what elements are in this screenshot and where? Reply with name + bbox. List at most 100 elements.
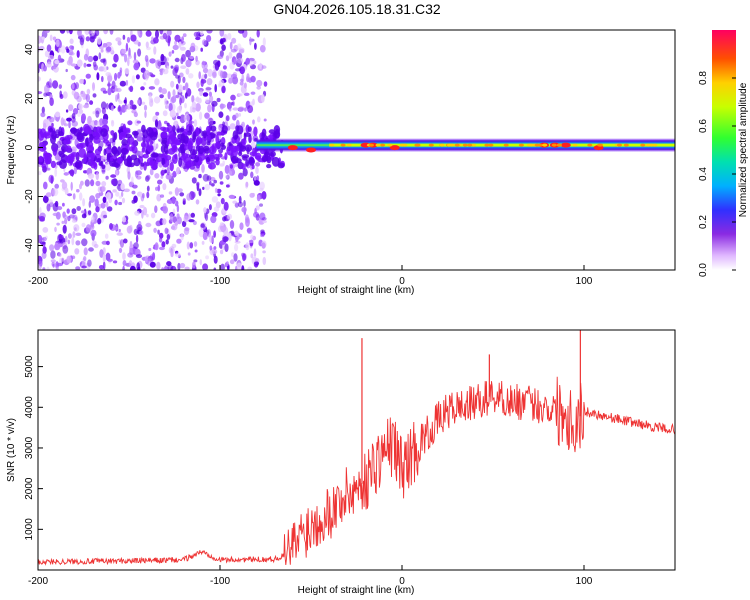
colorbar-tick-label: 0.0: [698, 263, 709, 277]
noise-speckle: [216, 188, 222, 194]
noise-speckle: [203, 207, 207, 214]
noise-speckle: [46, 203, 51, 212]
colorbar-gradient: [712, 30, 736, 270]
noise-band-speckle: [63, 139, 71, 145]
noise-band-speckle: [171, 125, 176, 133]
x-tick-label: 0: [399, 276, 405, 287]
noise-speckle: [113, 53, 119, 63]
band-highlight: [587, 143, 593, 147]
noise-speckle: [139, 150, 143, 157]
noise-speckle: [80, 90, 84, 95]
noise-speckle: [145, 41, 149, 48]
noise-speckle: [254, 42, 257, 50]
noise-band-speckle: [238, 151, 243, 157]
noise-band-speckle: [195, 136, 203, 146]
noise-band-speckle: [161, 157, 166, 165]
noise-speckle: [41, 236, 47, 242]
noise-speckle: [49, 78, 52, 86]
noise-band-speckle: [103, 148, 107, 156]
noise-band-speckle: [38, 131, 45, 141]
noise-speckle: [96, 37, 102, 45]
noise-speckle: [222, 216, 227, 222]
noise-speckle: [213, 59, 219, 66]
noise-speckle: [154, 242, 159, 251]
noise-speckle: [228, 51, 233, 59]
spectrogram-x-ticks: -200 -100 0 100: [28, 265, 593, 287]
noise-speckle: [66, 117, 72, 122]
y-tick-label: 5000: [24, 355, 35, 378]
noise-speckle: [246, 227, 253, 234]
noise-speckle: [61, 181, 68, 190]
noise-speckle: [83, 53, 89, 61]
spectrogram-frame: [37, 29, 676, 271]
band-highlight: [399, 143, 405, 147]
noise-speckle: [142, 192, 145, 199]
noise-band-speckle: [155, 156, 162, 163]
noise-speckle: [46, 167, 51, 171]
noise-speckle: [213, 206, 220, 212]
noise-speckle: [49, 34, 53, 41]
noise-speckle: [161, 88, 168, 95]
noise-speckle: [100, 101, 107, 110]
noise-speckle: [162, 110, 168, 117]
noise-speckle: [44, 50, 50, 58]
noise-speckle: [200, 223, 205, 228]
noise-speckle: [131, 190, 136, 195]
noise-speckle: [229, 259, 235, 265]
noise-speckle: [137, 191, 143, 197]
noise-speckle: [219, 103, 224, 110]
noise-speckle: [133, 228, 138, 235]
noise-speckle: [118, 247, 123, 253]
noise-speckle: [60, 117, 65, 126]
noise-speckle: [150, 74, 156, 78]
noise-speckle: [75, 266, 81, 270]
noise-speckle: [262, 37, 266, 47]
noise-speckle: [87, 173, 95, 180]
noise-speckle: [42, 227, 49, 233]
noise-speckle: [105, 175, 109, 180]
noise-speckle: [159, 71, 163, 76]
noise-speckle: [164, 120, 168, 125]
noise-speckle: [85, 73, 92, 79]
noise-speckle: [256, 79, 263, 87]
noise-band-speckle: [203, 145, 210, 152]
noise-speckle: [222, 243, 225, 251]
noise-speckle: [102, 90, 108, 94]
noise-speckle: [227, 32, 232, 40]
noise-speckle: [70, 63, 77, 67]
noise-band-speckle: [102, 139, 110, 144]
noise-speckle: [78, 103, 83, 110]
noise-speckle: [175, 94, 180, 99]
noise-speckle: [81, 265, 87, 269]
noise-speckle: [107, 75, 113, 82]
noise-speckle: [182, 85, 186, 91]
noise-speckle: [102, 261, 106, 270]
noise-speckle: [199, 259, 202, 266]
noise-band-speckle: [50, 160, 57, 169]
band-peak: [389, 145, 400, 151]
snr-xlabel: Height of straight line (km): [298, 585, 415, 596]
noise-band-speckle: [140, 141, 146, 148]
noise-speckle: [137, 99, 141, 105]
colorbar-tick-label: 0.8: [698, 71, 709, 85]
noise-band-speckle: [264, 151, 269, 158]
noise-band-speckle: [75, 160, 83, 169]
noise-speckle: [71, 120, 79, 127]
colorbar-tick-label: 0.4: [698, 167, 709, 181]
noise-speckle: [81, 210, 86, 214]
noise-speckle: [39, 260, 43, 267]
noise-band-speckle: [106, 152, 113, 159]
noise-speckle: [127, 120, 133, 126]
noise-speckle: [122, 265, 125, 270]
noise-speckle: [177, 262, 181, 270]
noise-speckle: [182, 76, 186, 84]
y-tick-label: 3000: [24, 436, 35, 459]
noise-speckle: [172, 67, 178, 77]
noise-speckle: [75, 232, 82, 236]
noise-speckle: [64, 218, 68, 225]
noise-band-speckle: [131, 141, 135, 151]
band-highlight: [467, 143, 473, 147]
noise-speckle: [118, 104, 121, 112]
noise-speckle: [72, 231, 76, 238]
